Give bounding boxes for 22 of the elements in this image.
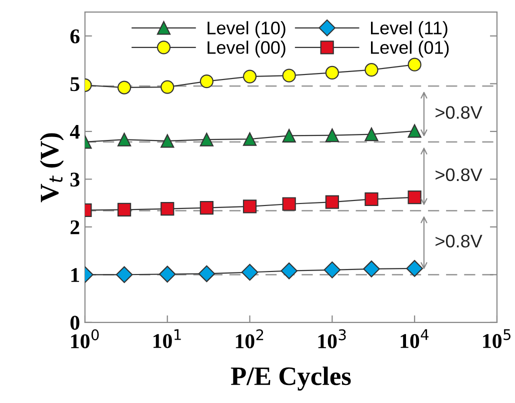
legend-label: Level (10) bbox=[208, 21, 286, 38]
annotation: >0.8V bbox=[436, 106, 482, 119]
y-tick-label: 4 bbox=[70, 124, 80, 139]
y-axis-title: V$_{t}$ (V) bbox=[40, 133, 64, 202]
legend-label: Level (11) bbox=[371, 21, 448, 38]
x-tick-label: 10$^{3}$ bbox=[318, 329, 346, 348]
legend-label: Level (01) bbox=[371, 40, 449, 58]
legend-label: Level (00) bbox=[208, 40, 286, 58]
x-tick-label: 10$^{5}$ bbox=[483, 329, 510, 348]
annotation: >0.8V bbox=[436, 168, 482, 182]
y-tick-label: 0 bbox=[70, 316, 80, 330]
x-axis-title: P/E Cycles bbox=[230, 366, 351, 391]
y-tick-label: 5 bbox=[70, 77, 80, 92]
x-tick-label: 10$^{4}$ bbox=[400, 329, 429, 348]
x-tick-label: 10$^{1}$ bbox=[154, 329, 181, 348]
y-tick-label: 1 bbox=[71, 268, 80, 282]
y-tick-label: 6 bbox=[70, 29, 80, 44]
x-tick-label: 10$^{0}$ bbox=[71, 329, 99, 348]
y-tick-label: 2 bbox=[70, 220, 80, 234]
x-tick-label: 10$^{2}$ bbox=[236, 329, 264, 348]
annotation: >0.8V bbox=[436, 234, 482, 248]
y-tick-label: 3 bbox=[70, 172, 80, 187]
